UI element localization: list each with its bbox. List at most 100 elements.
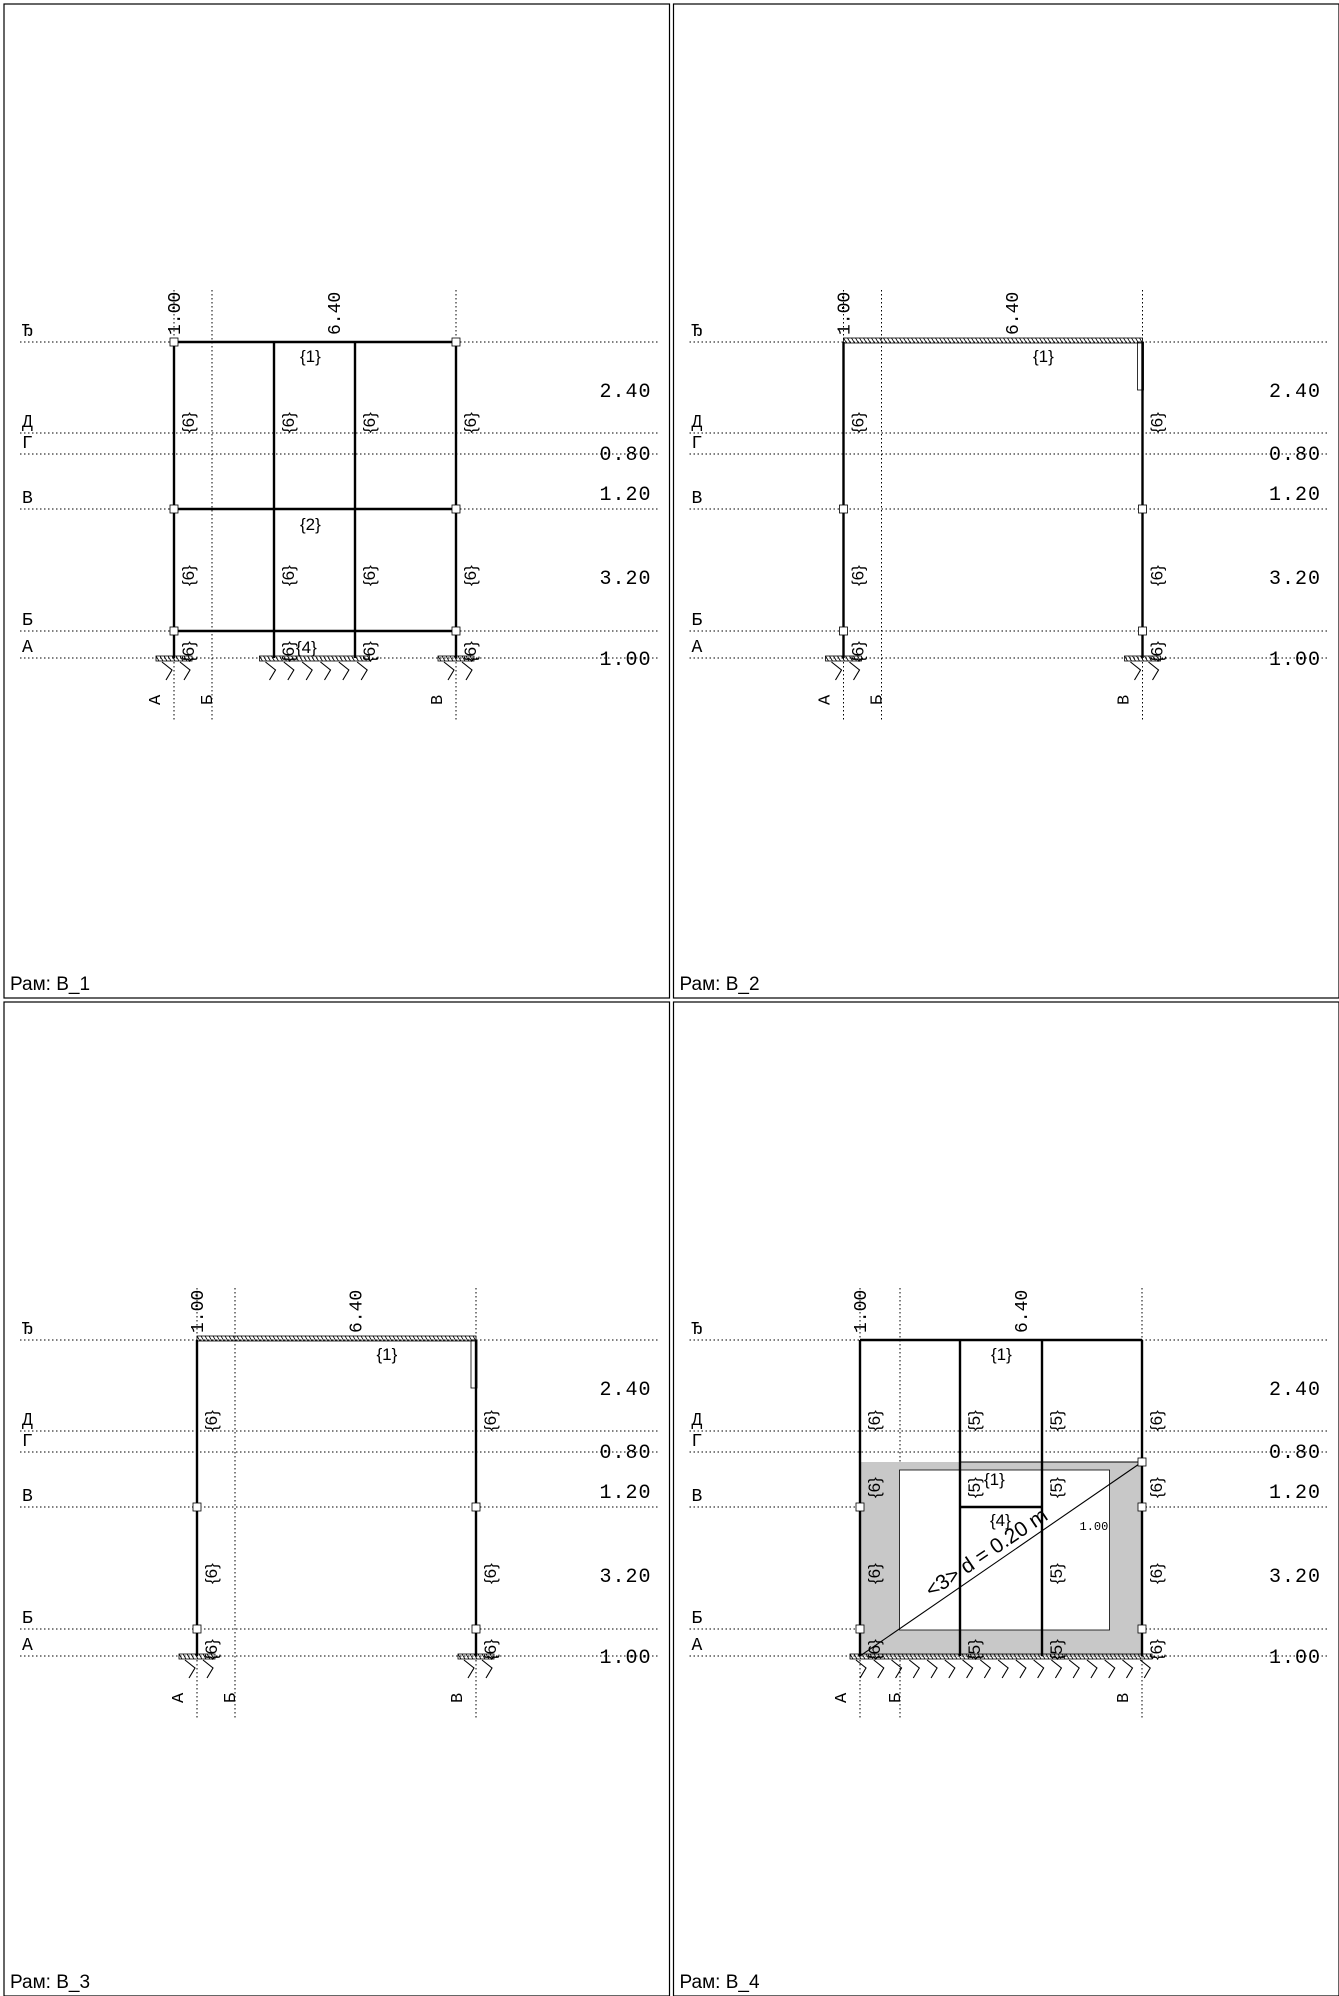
hinge-marker [1137, 1457, 1147, 1467]
level-label: В [692, 1487, 703, 1507]
roof-hatch [863, 337, 867, 344]
support-plate [155, 655, 193, 662]
support-hatch-line [1152, 655, 1156, 662]
level-height: 3.20 [1269, 568, 1321, 591]
axis-label-b: Б [222, 1693, 241, 1703]
roof-hatch [855, 337, 859, 344]
support-hatch-line [331, 655, 335, 662]
roof-hatch [899, 337, 903, 344]
ground-symbol [481, 1659, 493, 1679]
roof-hatch [388, 1335, 393, 1342]
support-hatch-line [481, 1653, 486, 1660]
hinge-marker [1138, 626, 1147, 636]
ground-symbol [1139, 1659, 1151, 1679]
support-hatch-line [343, 655, 347, 662]
support-hatch-line [1041, 1653, 1046, 1660]
support-hatch-line [1001, 1653, 1006, 1660]
level-height: 0.80 [599, 444, 651, 467]
roof-hatch [424, 1335, 429, 1342]
support-hatch-line [315, 655, 319, 662]
roof-hatch [983, 337, 987, 344]
axis-label-b: Б [199, 695, 218, 705]
member-label: {6} [865, 1639, 884, 1660]
roof-hatch [1071, 337, 1075, 344]
roof-hatch [340, 1335, 345, 1342]
member-label: {6} [481, 1639, 500, 1660]
support-hatch-line [461, 1653, 466, 1660]
hinge-marker [1137, 1502, 1147, 1512]
member-label: {6} [1148, 412, 1167, 433]
roof-hatch [232, 1335, 237, 1342]
support-hatch-line [833, 655, 837, 662]
support-hatch-line [1077, 1653, 1082, 1660]
level-height: 1.00 [599, 1647, 651, 1670]
level-height: 2.40 [1269, 1379, 1321, 1402]
roof-hatch [464, 1335, 469, 1342]
support-hatch-line [1141, 1653, 1146, 1660]
support-hatch-line [1121, 1653, 1126, 1660]
level-label: В [22, 1487, 33, 1507]
support-hatch-line [1057, 1653, 1062, 1660]
roof-hatch [927, 337, 931, 344]
roof-hatch [883, 337, 887, 344]
member-label: {6} [865, 1477, 884, 1498]
support-hatch-line [985, 1653, 990, 1660]
roof-hatch [1027, 337, 1031, 344]
roof-hatch [995, 337, 999, 344]
roof-hatch [1031, 337, 1035, 344]
ground-symbol [980, 1659, 992, 1679]
level-height: 1.20 [599, 1482, 651, 1505]
axis-label-a: А [147, 694, 166, 705]
roof-hatch [963, 337, 967, 344]
ground-symbol [891, 1659, 903, 1679]
support-hatch-line [965, 1653, 970, 1660]
support-hatch-line [182, 1653, 187, 1660]
support-hatch-line [1061, 1653, 1066, 1660]
roof-hatch [1127, 337, 1131, 344]
support-hatch-line [190, 1653, 195, 1660]
member-label: {5} [965, 1410, 984, 1431]
roof-hatch [1051, 337, 1055, 344]
roof-hatch [348, 1335, 353, 1342]
support-hatch-line [865, 1653, 870, 1660]
ground-symbol [202, 1659, 214, 1679]
roof-hatch [436, 1335, 441, 1342]
support-hatch-line [163, 655, 168, 662]
support-hatch-line [925, 1653, 930, 1660]
roof-hatch [284, 1335, 289, 1342]
support-hatch-line [167, 655, 172, 662]
roof-hatch [308, 1335, 313, 1342]
roof-hatch [448, 1335, 453, 1342]
support-hatch-line [457, 1653, 462, 1660]
roof-hatch [200, 1335, 205, 1342]
support-hatch-line [311, 655, 315, 662]
support-hatch-line [853, 655, 857, 662]
support-hatch-line [825, 655, 829, 662]
support-hatch-line [1045, 1653, 1050, 1660]
column-hatch [470, 1339, 478, 1389]
hinge-marker [451, 504, 461, 514]
roof-hatch [1083, 337, 1087, 344]
support-hatch-line [869, 1653, 874, 1660]
member-label: {6} [1148, 641, 1167, 662]
level-height: 1.20 [1269, 484, 1321, 507]
member-label: {6} [461, 565, 480, 586]
roof-hatch [1119, 337, 1123, 344]
roof-hatch [212, 1335, 217, 1342]
member-label: {6} [865, 1410, 884, 1431]
support-hatch-line [877, 1653, 882, 1660]
top-dim-left: 1.00 [852, 1290, 872, 1333]
roof-hatch [987, 337, 991, 344]
support-hatch-line [363, 655, 367, 662]
panel-title: Рам: В_1 [10, 974, 90, 995]
roof-hatch [919, 337, 923, 344]
roof-hatch [380, 1335, 385, 1342]
roof-hatch [975, 337, 979, 344]
support-hatch-line [355, 655, 359, 662]
support-hatch-line [829, 655, 833, 662]
member-label: {6} [179, 565, 198, 586]
support-hatch-line [945, 1653, 950, 1660]
member-label: {6} [461, 412, 480, 433]
support-hatch-line [1128, 655, 1132, 662]
